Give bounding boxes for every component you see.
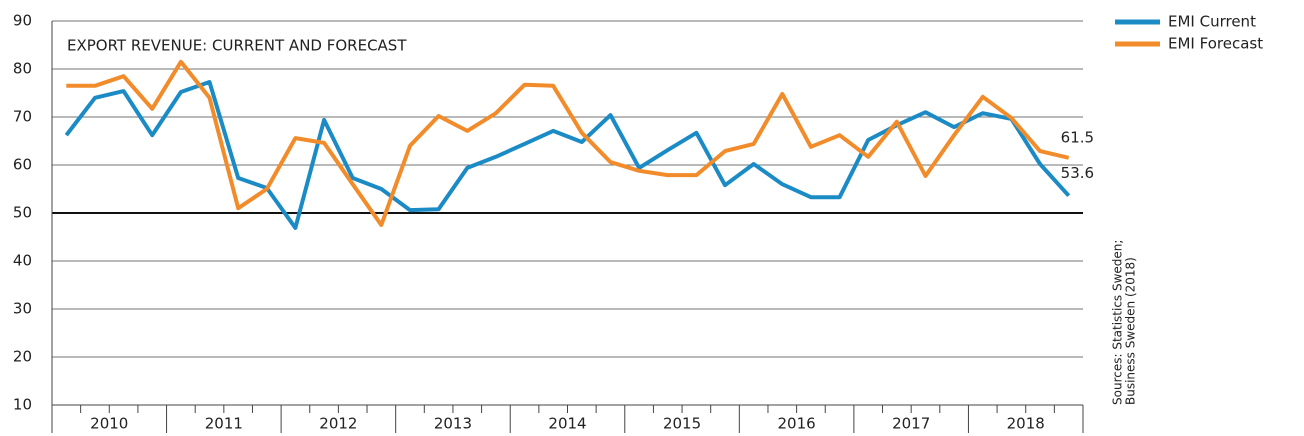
x-tick-label: 2017 xyxy=(892,415,930,433)
end-label: 53.6 xyxy=(1061,164,1094,182)
x-tick-label: 2015 xyxy=(663,415,701,433)
x-tick-label: 2016 xyxy=(778,415,816,433)
y-tick-label: 20 xyxy=(13,348,32,366)
y-tick-label: 60 xyxy=(13,156,32,174)
chart-title: EXPORT REVENUE: CURRENT AND FORECAST xyxy=(67,37,407,55)
y-tick-label: 70 xyxy=(13,108,32,126)
series-line xyxy=(64,80,1071,230)
series-line xyxy=(66,59,1070,227)
x-tick-label: 2011 xyxy=(205,415,243,433)
y-tick-label: 80 xyxy=(13,60,32,78)
source-note: Sources: Statistics Sweden; xyxy=(1111,240,1125,405)
end-label: 61.5 xyxy=(1061,128,1094,146)
y-tick-label: 30 xyxy=(13,300,32,318)
legend-label: EMI Current xyxy=(1168,13,1256,31)
x-tick-label: 2010 xyxy=(90,415,128,433)
x-tick-label: 2012 xyxy=(319,415,357,433)
legend-label: EMI Forecast xyxy=(1168,35,1263,53)
x-tick-label: 2014 xyxy=(548,415,586,433)
y-tick-label: 40 xyxy=(13,252,32,270)
x-tick-label: 2018 xyxy=(1007,415,1045,433)
y-tick-label: 90 xyxy=(13,12,32,30)
y-tick-label: 50 xyxy=(13,204,32,222)
source-note: Business Sweden (2018) xyxy=(1124,257,1138,405)
y-tick-label: 10 xyxy=(13,396,32,414)
x-tick-label: 2013 xyxy=(434,415,472,433)
